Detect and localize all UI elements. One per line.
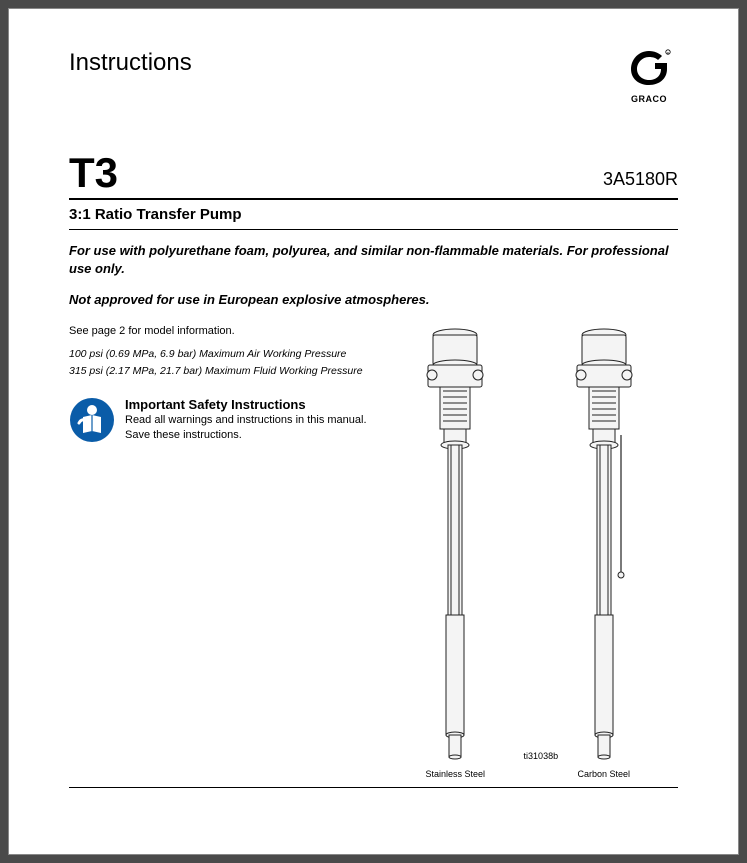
title-block: T3 3A5180R 3:1 Ratio Transfer Pump <box>69 152 678 230</box>
pump-illustration-stainless-icon <box>410 325 500 765</box>
safety-manual-icon <box>69 397 115 448</box>
title-row: T3 3A5180R <box>69 152 678 200</box>
figure-caption-left: Stainless Steel <box>425 769 485 779</box>
figures-column: Stainless Steel <box>381 325 678 779</box>
pump-figure-right: Carbon Steel <box>559 325 649 779</box>
safety-block: Important Safety Instructions Read all w… <box>69 397 369 448</box>
brand-logo: R GRACO <box>620 49 678 104</box>
spec-fluid-pressure: 315 psi (2.17 MPa, 21.7 bar) Maximum Flu… <box>69 364 369 379</box>
svg-text:R: R <box>667 51 670 55</box>
footer-divider <box>69 787 678 788</box>
safety-body: Read all warnings and instructions in th… <box>125 413 369 443</box>
divider <box>69 229 678 230</box>
figure-reference-id: ti31038b <box>524 751 559 761</box>
model-title: T3 <box>69 152 118 194</box>
pump-illustration-carbon-icon <box>559 325 649 765</box>
document-type-heading: Instructions <box>69 49 192 77</box>
warning-statement: Not approved for use in European explosi… <box>69 292 678 307</box>
header-row: Instructions R GRACO <box>69 49 678 104</box>
left-column: See page 2 for model information. 100 ps… <box>69 325 369 779</box>
figure-caption-right: Carbon Steel <box>577 769 630 779</box>
spec-air-pressure: 100 psi (0.69 MPa, 6.9 bar) Maximum Air … <box>69 347 369 362</box>
usage-statement: For use with polyurethane foam, polyurea… <box>69 242 678 278</box>
graco-logo-icon: R <box>625 49 673 87</box>
safety-text: Important Safety Instructions Read all w… <box>125 397 369 443</box>
brand-name: GRACO <box>620 94 678 104</box>
see-page-note: See page 2 for model information. <box>69 325 369 337</box>
safety-title: Important Safety Instructions <box>125 397 369 412</box>
document-number: 3A5180R <box>603 169 678 194</box>
document-page: Instructions R GRACO T3 3A5180R 3:1 Rati… <box>8 8 739 855</box>
subtitle: 3:1 Ratio Transfer Pump <box>69 206 678 223</box>
pump-figure-left: Stainless Steel <box>410 325 500 779</box>
body-area: See page 2 for model information. 100 ps… <box>69 325 678 779</box>
